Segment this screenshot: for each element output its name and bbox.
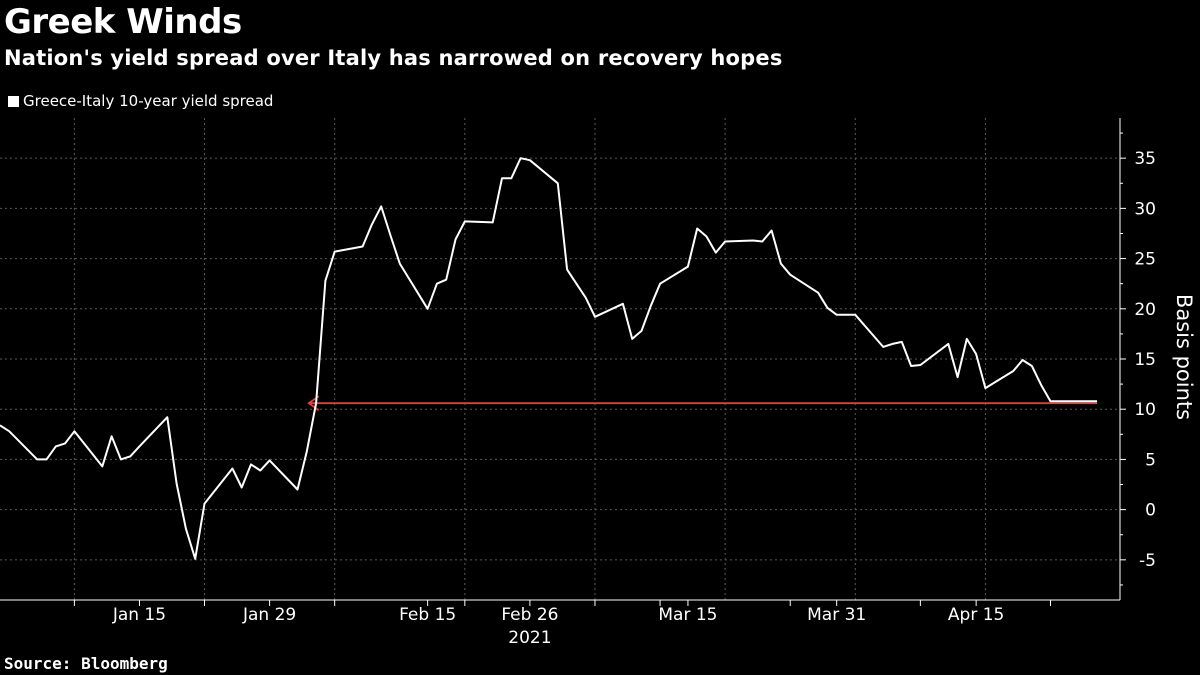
series-line (0, 157, 1097, 560)
y-tick-label: 0 (1145, 501, 1156, 521)
x-tick-label: Apr 15 (948, 605, 1004, 625)
x-tick-label: Mar 31 (807, 605, 866, 625)
legend-swatch (8, 95, 19, 107)
x-tick-label: Feb 26 (501, 605, 558, 625)
x-tick-label: Feb 15 (399, 605, 456, 625)
y-tick-label: -5 (1139, 551, 1156, 571)
x-tick-label: Mar 15 (658, 605, 717, 625)
chart-subtitle: Nation's yield spread over Italy has nar… (4, 46, 783, 70)
x-tick-label: Jan 29 (242, 605, 296, 625)
y-tick-label: 20 (1134, 300, 1156, 320)
x-year-label: 2021 (508, 628, 551, 648)
y-axis-title: Basis points (1172, 294, 1196, 420)
y-tick-label: 15 (1134, 350, 1156, 370)
y-tick-label: 35 (1134, 149, 1156, 169)
source-note: Source: Bloomberg (4, 654, 168, 673)
x-tick-label: Jan 15 (112, 605, 166, 625)
y-tick-label: 30 (1134, 199, 1156, 219)
y-tick-label: 10 (1134, 400, 1156, 420)
y-tick-label: 25 (1134, 250, 1156, 270)
y-tick-label: 5 (1145, 450, 1156, 470)
chart-title: Greek Winds (4, 2, 242, 42)
chart-legend: Greece-Italy 10-year yield spread (8, 92, 273, 110)
legend-label: Greece-Italy 10-year yield spread (23, 92, 274, 110)
